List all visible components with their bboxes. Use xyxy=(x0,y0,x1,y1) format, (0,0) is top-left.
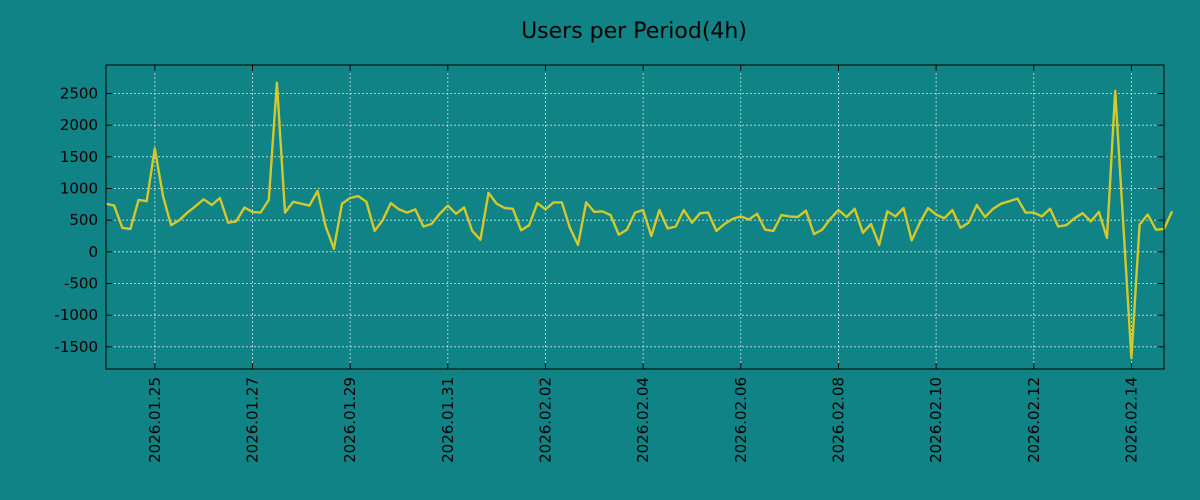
x-axis: 2026.01.25 2026.01.27 2026.01.29 2026.01.31… xyxy=(146,65,1140,463)
series-line xyxy=(105,81,1174,360)
x-tick-label: 2026.02.12 xyxy=(1025,377,1043,463)
y-tick-label: -1000 xyxy=(54,306,98,324)
y-tick-label: -1500 xyxy=(54,338,98,356)
x-tick-label: 2026.01.29 xyxy=(341,377,359,463)
x-tick-label: 2026.02.02 xyxy=(536,377,554,463)
plot-frame xyxy=(105,64,1165,370)
y-axis: -1500 -1000 -500 0 500 1000 1500 2000 2500 xyxy=(54,85,1164,356)
chart-title: Users per Period(4h) xyxy=(521,19,747,44)
x-tick-label: 2026.01.31 xyxy=(439,377,457,463)
x-tick-label: 2026.02.06 xyxy=(732,377,750,463)
x-tick-label: 2026.02.04 xyxy=(634,377,652,463)
x-tick-label: 2026.02.10 xyxy=(927,377,945,463)
y-tick-label: -500 xyxy=(64,275,98,293)
y-tick-label: 500 xyxy=(69,211,98,229)
y-tick-label: 0 xyxy=(88,243,98,261)
y-tick-label: 2500 xyxy=(60,85,98,103)
y-tick-label: 1000 xyxy=(60,180,98,198)
x-tick-label: 2026.02.14 xyxy=(1122,377,1140,463)
x-tick-label: 2026.01.27 xyxy=(243,377,261,463)
y-tick-label: 1500 xyxy=(60,148,98,166)
y-tick-label: 2000 xyxy=(60,116,98,134)
x-tick-label: 2026.01.25 xyxy=(146,377,164,463)
x-tick-label: 2026.02.08 xyxy=(829,377,847,463)
series-layer xyxy=(105,81,1174,360)
